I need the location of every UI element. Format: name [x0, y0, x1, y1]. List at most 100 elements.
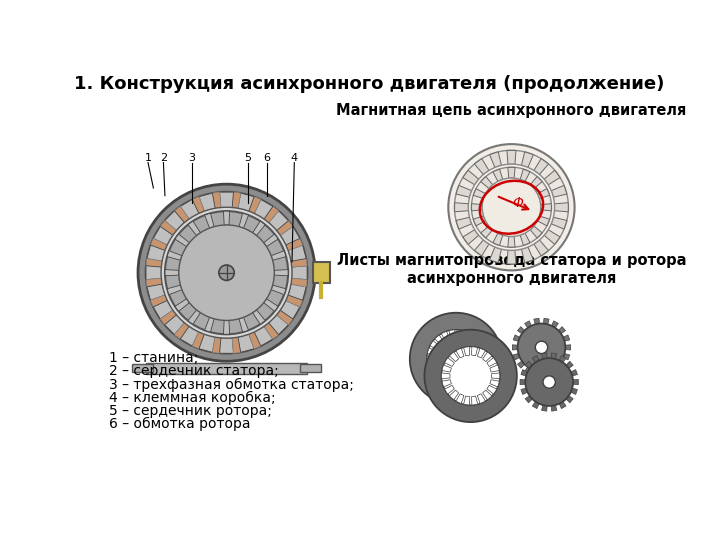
Polygon shape — [441, 331, 449, 341]
Polygon shape — [457, 379, 463, 388]
Polygon shape — [427, 348, 437, 355]
Polygon shape — [274, 269, 288, 276]
Polygon shape — [544, 318, 549, 325]
Polygon shape — [482, 390, 492, 400]
Polygon shape — [477, 356, 485, 362]
Polygon shape — [165, 211, 184, 231]
FancyBboxPatch shape — [145, 363, 307, 374]
Polygon shape — [165, 315, 184, 335]
Polygon shape — [286, 295, 302, 307]
Polygon shape — [449, 390, 459, 400]
Polygon shape — [552, 353, 557, 359]
Polygon shape — [161, 221, 176, 235]
Polygon shape — [490, 365, 500, 372]
Polygon shape — [558, 361, 565, 368]
Polygon shape — [507, 250, 516, 264]
Polygon shape — [472, 204, 482, 211]
Circle shape — [482, 178, 541, 237]
Polygon shape — [521, 152, 534, 167]
Circle shape — [472, 167, 552, 247]
Polygon shape — [534, 240, 549, 256]
Polygon shape — [518, 361, 525, 368]
Polygon shape — [477, 348, 485, 358]
Polygon shape — [520, 233, 530, 246]
FancyBboxPatch shape — [312, 262, 330, 284]
Text: 1: 1 — [145, 153, 151, 163]
Polygon shape — [464, 347, 469, 356]
Polygon shape — [475, 348, 485, 355]
Text: 6: 6 — [263, 153, 270, 163]
Polygon shape — [223, 211, 230, 225]
Text: 5 – сердечник ротора;: 5 – сердечник ротора; — [109, 403, 271, 417]
Polygon shape — [232, 192, 240, 208]
Polygon shape — [444, 357, 454, 367]
Polygon shape — [463, 331, 471, 341]
Polygon shape — [530, 177, 542, 188]
Polygon shape — [238, 193, 254, 211]
Polygon shape — [521, 247, 534, 262]
Polygon shape — [565, 345, 571, 350]
Polygon shape — [525, 396, 532, 403]
Polygon shape — [563, 354, 570, 360]
Polygon shape — [269, 315, 289, 335]
Polygon shape — [188, 221, 200, 235]
Polygon shape — [456, 185, 472, 197]
Polygon shape — [525, 361, 532, 368]
Polygon shape — [435, 335, 444, 345]
Circle shape — [441, 347, 500, 405]
Polygon shape — [544, 230, 560, 244]
Circle shape — [425, 330, 517, 422]
Text: 1 – станина;: 1 – станина; — [109, 351, 198, 365]
Polygon shape — [468, 373, 477, 383]
Polygon shape — [249, 197, 261, 213]
Polygon shape — [456, 348, 464, 358]
Polygon shape — [264, 323, 279, 339]
Polygon shape — [444, 386, 454, 394]
Circle shape — [179, 225, 274, 320]
Polygon shape — [563, 335, 570, 341]
Polygon shape — [552, 321, 558, 328]
Polygon shape — [463, 170, 479, 185]
FancyBboxPatch shape — [132, 364, 153, 372]
Circle shape — [138, 184, 315, 361]
Polygon shape — [435, 373, 444, 383]
Polygon shape — [288, 245, 306, 261]
Text: 1. Конструкция асинхронного двигателя (продолжение): 1. Конструкция асинхронного двигателя (п… — [74, 75, 664, 93]
Circle shape — [161, 207, 292, 338]
Polygon shape — [534, 318, 539, 325]
Polygon shape — [552, 367, 558, 374]
FancyBboxPatch shape — [300, 364, 321, 372]
Polygon shape — [554, 202, 568, 212]
Polygon shape — [253, 310, 265, 325]
Polygon shape — [220, 338, 233, 353]
Circle shape — [145, 192, 307, 354]
Polygon shape — [474, 159, 489, 174]
Polygon shape — [473, 188, 485, 199]
Polygon shape — [212, 192, 221, 208]
Polygon shape — [521, 388, 528, 395]
Polygon shape — [464, 396, 469, 405]
Polygon shape — [180, 199, 199, 219]
Polygon shape — [463, 377, 471, 387]
Polygon shape — [174, 206, 189, 222]
Polygon shape — [513, 345, 518, 350]
Polygon shape — [541, 405, 547, 411]
Polygon shape — [427, 363, 437, 370]
Polygon shape — [174, 323, 189, 339]
Polygon shape — [534, 159, 549, 174]
Polygon shape — [280, 226, 300, 245]
Polygon shape — [490, 380, 500, 387]
Polygon shape — [493, 169, 503, 181]
Polygon shape — [472, 396, 477, 405]
Polygon shape — [264, 299, 278, 312]
Polygon shape — [147, 284, 165, 300]
Polygon shape — [518, 327, 525, 334]
Polygon shape — [146, 259, 162, 267]
Circle shape — [518, 323, 565, 372]
Polygon shape — [566, 361, 573, 368]
Polygon shape — [559, 402, 566, 409]
Polygon shape — [481, 177, 492, 188]
Polygon shape — [271, 251, 286, 260]
Polygon shape — [456, 217, 472, 229]
Polygon shape — [475, 363, 485, 370]
